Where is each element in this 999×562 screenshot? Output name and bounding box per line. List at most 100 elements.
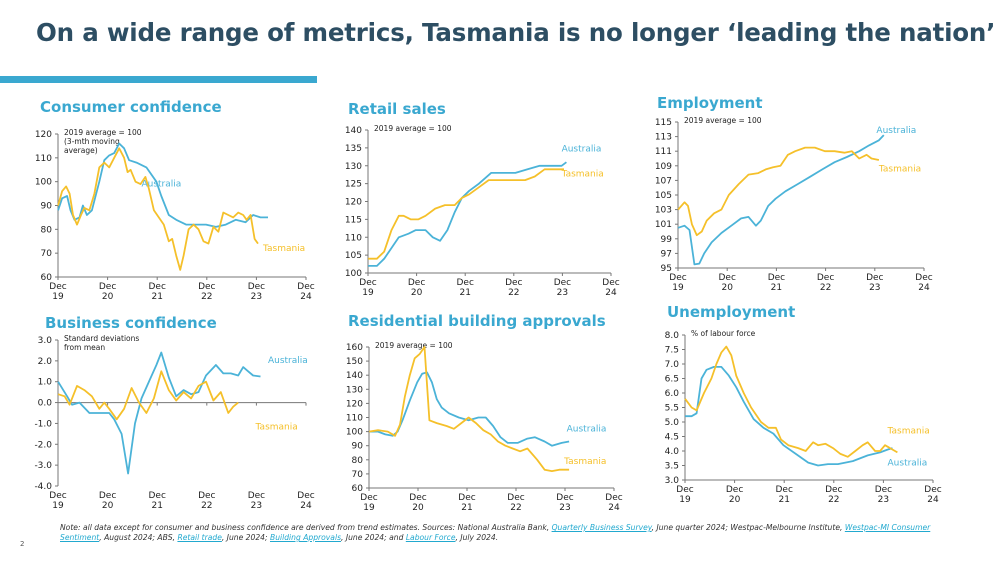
x-tick-label: Dec: [605, 493, 622, 503]
y-tick-label: 4.0: [665, 447, 680, 457]
y-tick-label: 70: [41, 249, 53, 259]
x-tick-label: Dec: [49, 282, 66, 292]
y-tick-label: 113: [655, 133, 672, 143]
y-tick-label: 105: [655, 191, 672, 201]
footnote-text: , June quarter 2024; Westpac-Melbourne I…: [651, 523, 845, 532]
x-tick-label: 24: [608, 503, 620, 513]
y-tick-label: 115: [655, 118, 672, 128]
x-tick-label: Dec: [99, 282, 116, 292]
series-label-australia: Australia: [268, 356, 308, 366]
series-label-tasmania: Tasmania: [878, 165, 921, 175]
x-tick-label: 19: [679, 495, 691, 505]
y-tick-label: 6.5: [665, 375, 679, 385]
x-tick-label: 21: [461, 503, 472, 513]
series-label-australia: Australia: [567, 425, 607, 435]
x-tick-label: Dec: [198, 491, 215, 501]
x-tick-label: Dec: [148, 491, 165, 501]
footnote-text: , June 2024; and: [341, 533, 406, 542]
y-tick-label: 140: [346, 371, 363, 381]
y-tick-label: 95: [661, 264, 672, 274]
x-tick-label: 20: [729, 495, 741, 505]
chart-annotation: from mean: [64, 343, 105, 352]
y-tick-label: -2.0: [34, 440, 52, 450]
y-tick-label: 100: [346, 428, 363, 438]
series-line-tasmania: [57, 370, 239, 421]
y-tick-label: 105: [345, 251, 362, 261]
chart-annotation: 2019 average = 100: [64, 128, 142, 137]
x-tick-label: Dec: [297, 282, 314, 292]
footnote-text: , July 2024.: [455, 533, 499, 542]
x-tick-label: 19: [672, 283, 684, 293]
y-tick-label: 6.0: [665, 389, 680, 399]
y-tick-label: 5.5: [665, 404, 679, 414]
y-tick-label: 110: [346, 414, 363, 424]
footnote-text: , June 2024;: [221, 533, 270, 542]
y-tick-label: 130: [346, 385, 363, 395]
y-tick-label: 109: [655, 162, 672, 172]
source-link-retail-trade[interactable]: Retail trade: [177, 533, 222, 542]
source-link-building-approvals[interactable]: Building Approvals: [269, 533, 342, 542]
x-tick-label: Dec: [726, 485, 743, 495]
chart-annotation: % of labour force: [691, 329, 756, 338]
source-link-consumer-sentiment[interactable]: Westpac-MI Consumer Sentiment: [60, 523, 931, 542]
series-line-tasmania: [57, 147, 259, 271]
y-tick-label: 5.0: [665, 418, 680, 428]
x-tick-label: Dec: [875, 485, 892, 495]
y-tick-label: 101: [655, 220, 672, 230]
chart-annotation: 2019 average = 100: [684, 116, 762, 125]
y-tick-label: 4.5: [665, 433, 679, 443]
y-tick-label: 3.5: [665, 462, 679, 472]
series-label-tasmania: Tasmania: [262, 244, 305, 254]
x-tick-label: Dec: [775, 485, 792, 495]
x-tick-label: 19: [362, 288, 374, 298]
y-tick-label: 120: [346, 399, 363, 409]
x-tick-label: Dec: [49, 491, 66, 501]
y-tick-label: 160: [346, 343, 363, 353]
x-tick-label: 23: [878, 495, 889, 505]
y-tick-label: 60: [41, 273, 53, 283]
y-tick-label: 99: [661, 235, 673, 245]
y-tick-label: 100: [35, 178, 52, 188]
x-tick-label: 24: [300, 501, 312, 511]
y-tick-label: 3.0: [38, 336, 53, 346]
x-tick-label: Dec: [148, 282, 165, 292]
series-label-australia: Australia: [876, 126, 916, 136]
y-tick-label: 107: [655, 176, 672, 186]
x-tick-label: Dec: [866, 273, 883, 283]
x-tick-label: Dec: [817, 273, 834, 283]
x-tick-label: 22: [510, 503, 521, 513]
series-line-australia: [368, 161, 567, 267]
y-tick-label: 111: [655, 147, 672, 157]
series-label-tasmania: Tasmania: [561, 169, 604, 179]
x-tick-label: Dec: [768, 273, 785, 283]
x-tick-label: Dec: [99, 491, 116, 501]
x-tick-label: 22: [201, 501, 212, 511]
x-tick-label: 24: [605, 288, 617, 298]
y-tick-label: -4.0: [34, 482, 52, 492]
y-tick-label: 120: [345, 198, 362, 208]
x-tick-label: 19: [363, 503, 375, 513]
x-tick-label: 20: [102, 501, 114, 511]
sources-footnote: Note: all data except for consumer and b…: [60, 523, 960, 543]
source-link-business-survey[interactable]: Quarterly Business Survey: [551, 523, 652, 532]
y-tick-label: -1.0: [34, 419, 52, 429]
series-line-tasmania: [368, 168, 564, 260]
series-label-tasmania: Tasmania: [255, 423, 298, 433]
business-confidence-title: Business confidence: [45, 314, 217, 332]
chart-annotation: Standard deviations: [64, 334, 139, 343]
y-tick-label: 115: [345, 215, 362, 225]
x-tick-label: Dec: [825, 485, 842, 495]
source-link-labour-force[interactable]: Labour Force: [405, 533, 456, 542]
series-line-tasmania: [677, 146, 880, 237]
y-tick-label: 110: [345, 233, 362, 243]
series-line-tasmania: [684, 345, 898, 458]
y-tick-label: 150: [346, 357, 363, 367]
y-tick-label: 125: [345, 180, 362, 190]
x-tick-label: Dec: [458, 493, 475, 503]
x-tick-label: 23: [251, 292, 262, 302]
series-label-australia: Australia: [141, 179, 181, 189]
x-tick-label: 21: [459, 288, 470, 298]
x-tick-label: Dec: [602, 278, 619, 288]
x-tick-label: 19: [52, 292, 64, 302]
